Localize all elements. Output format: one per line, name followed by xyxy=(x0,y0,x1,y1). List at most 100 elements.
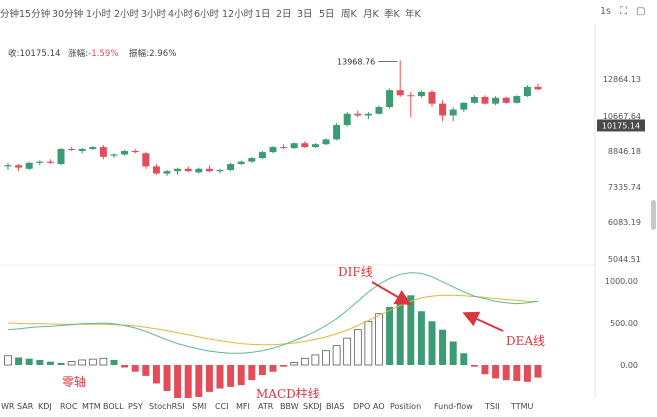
candle xyxy=(4,162,12,170)
candle-body xyxy=(386,90,394,108)
price-tick: 10667.64 xyxy=(603,112,641,121)
indicator-bbw[interactable]: BBW xyxy=(280,402,299,411)
indicator-kdj[interactable]: KDJ xyxy=(38,402,52,411)
scrollbar[interactable] xyxy=(651,200,656,230)
zero-axis-annotation: 零轴 xyxy=(62,374,86,389)
candle-body xyxy=(237,161,245,165)
timeframe-0[interactable]: 分钟 xyxy=(0,9,20,20)
current-price-label: 10175.14 xyxy=(602,121,640,130)
candle-body xyxy=(280,147,288,149)
macd-bar xyxy=(417,311,425,365)
macd-bar xyxy=(15,357,23,365)
indicator-mtm[interactable]: MTM xyxy=(82,402,101,411)
candle-body xyxy=(428,91,436,104)
timeframe-15[interactable]: 季K xyxy=(384,9,400,20)
indicator-stochrsi[interactable]: StochRSI xyxy=(149,402,185,411)
indicator-atr[interactable]: ATR xyxy=(258,402,274,411)
indicator-fund-flow[interactable]: Fund-flow xyxy=(434,402,473,411)
interval-display[interactable]: 1s xyxy=(600,6,611,17)
indicator-tsii[interactable]: TSII xyxy=(485,402,500,411)
indicator-bias[interactable]: BIAS xyxy=(326,402,345,411)
candle-body xyxy=(492,97,500,104)
candle-body xyxy=(375,107,383,114)
timeframe-5[interactable]: 3小时 xyxy=(141,9,167,20)
dif-annotation: DIF线 xyxy=(338,265,373,279)
info-change: 涨幅:-1.59% xyxy=(68,47,119,59)
indicator-dpo[interactable]: DPO xyxy=(353,402,371,411)
indicator-roc[interactable]: ROC xyxy=(60,402,78,411)
info-amplitude: 振幅:2.96% xyxy=(129,47,176,59)
candle-body xyxy=(311,144,319,148)
indicator-wr[interactable]: WR xyxy=(1,402,15,411)
macd-bar xyxy=(121,365,129,368)
candle-body xyxy=(470,96,478,103)
macd-bar xyxy=(205,365,213,392)
timeframe-3[interactable]: 1小时 xyxy=(86,9,112,20)
candle xyxy=(280,144,288,150)
indicator-sar[interactable]: SAR xyxy=(17,402,34,411)
candle-body xyxy=(68,149,76,151)
candle xyxy=(417,90,425,98)
macd-bar xyxy=(57,362,65,365)
timeframe-11[interactable]: 3日 xyxy=(297,9,313,20)
timeframe-4[interactable]: 2小时 xyxy=(114,9,140,20)
candle xyxy=(57,148,65,166)
macd-bar xyxy=(174,365,182,398)
macd-bar xyxy=(4,355,12,366)
timeframe-8[interactable]: 12小时 xyxy=(222,9,254,20)
macd-bar xyxy=(25,358,33,365)
indicator-psy[interactable]: PSY xyxy=(128,402,143,411)
indicator-cci[interactable]: CCI xyxy=(215,402,229,411)
indicator-ao[interactable]: AO xyxy=(373,402,385,411)
screenshot-icon[interactable]: ▢ xyxy=(636,6,646,17)
dif-line xyxy=(7,272,539,354)
indicator-ttmu[interactable]: TTMU xyxy=(511,402,534,411)
candle xyxy=(439,100,447,122)
candle xyxy=(248,156,256,163)
macd-bar xyxy=(322,350,330,366)
timeframe-1[interactable]: 15分钟 xyxy=(19,9,51,20)
timeframe-16[interactable]: 年K xyxy=(405,9,421,20)
candle-body xyxy=(417,91,425,97)
macd-bar xyxy=(407,295,415,365)
candle-body xyxy=(57,149,65,165)
macd-bar xyxy=(470,365,478,367)
candle-body xyxy=(89,147,97,150)
candle xyxy=(163,169,171,176)
candle xyxy=(290,142,298,150)
candle-body xyxy=(534,86,542,90)
macd-bar xyxy=(439,329,447,365)
timeframe-12[interactable]: 5日 xyxy=(319,9,335,20)
indicator-skdj[interactable]: SKDJ xyxy=(303,402,322,411)
macd-bar xyxy=(460,353,468,365)
indicator-boll[interactable]: BOLL xyxy=(103,402,124,411)
candle-body xyxy=(184,168,192,172)
price-tick: 6083.19 xyxy=(608,218,641,227)
macd-bar xyxy=(131,365,139,372)
timeframe-9[interactable]: 1日 xyxy=(255,9,271,20)
indicator-position[interactable]: Position xyxy=(390,402,422,411)
expand-icon[interactable]: ⛶ xyxy=(620,6,627,17)
candle-body xyxy=(513,96,521,103)
indicator-mfi[interactable]: MFI xyxy=(236,402,250,411)
indicator-smi[interactable]: SMI xyxy=(192,402,207,411)
candle xyxy=(301,141,309,149)
candle-body xyxy=(99,147,107,157)
timeframe-7[interactable]: 6小时 xyxy=(194,9,220,20)
timeframe-14[interactable]: 月K xyxy=(363,9,379,20)
candle xyxy=(205,165,213,173)
candle xyxy=(492,96,500,106)
candle xyxy=(311,143,319,149)
timeframe-13[interactable]: 周K xyxy=(341,9,357,20)
candle-body xyxy=(523,86,531,97)
candle xyxy=(46,159,54,165)
candlestick-chart[interactable]: 13968.76 12864.13 10667.64 8846.18 7335.74 60… xyxy=(0,24,657,398)
timeframe-6[interactable]: 4小时 xyxy=(168,9,194,20)
macd-bar xyxy=(36,359,44,365)
timeframe-2[interactable]: 30分钟 xyxy=(52,9,84,20)
macd-bar xyxy=(280,365,288,367)
timeframe-10[interactable]: 2日 xyxy=(276,9,292,20)
macd-bar xyxy=(364,320,373,366)
macd-bar xyxy=(99,357,108,366)
candle-body xyxy=(449,109,457,116)
